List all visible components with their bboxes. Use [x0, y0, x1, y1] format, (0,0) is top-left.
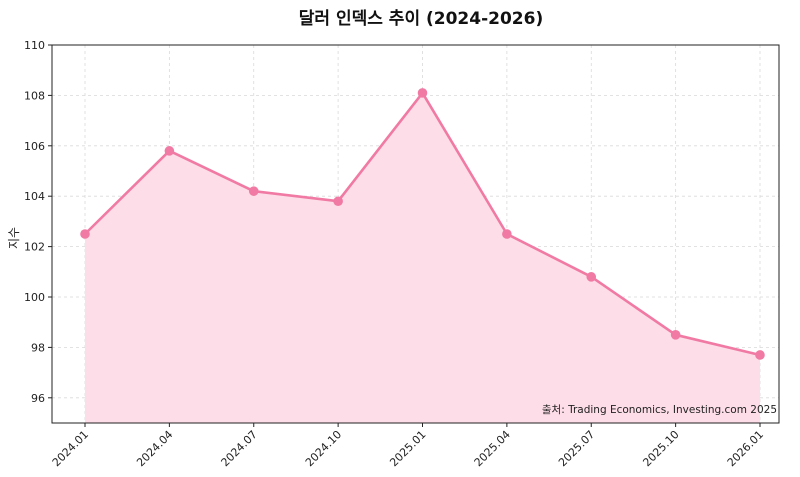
x-tick-label: 2024.10 — [303, 428, 344, 469]
x-tick-label: 2025.07 — [556, 428, 597, 469]
y-tick-label: 102 — [24, 241, 45, 254]
chart-title: 달러 인덱스 추이 (2024-2026) — [299, 8, 543, 29]
y-tick-label: 108 — [24, 89, 45, 102]
x-axis-ticks: 2024.01 2024.04 2024.07 2024.10 2025.01 2025.… — [50, 423, 766, 469]
y-tick-label: 106 — [24, 140, 45, 153]
x-tick-label: 2026.01 — [725, 428, 766, 469]
x-tick-label: 2024.04 — [134, 428, 175, 469]
data-point — [417, 88, 428, 98]
y-axis-ticks: 96 98 100 102 104 106 108 110 — [24, 39, 52, 405]
y-tick-label: 110 — [24, 39, 45, 52]
x-tick-label: 2024.07 — [219, 428, 260, 469]
y-tick-label: 104 — [24, 190, 45, 203]
x-tick-label: 2025.10 — [640, 428, 681, 469]
y-axis-label: 지수 — [7, 227, 21, 249]
y-tick-label: 96 — [31, 392, 45, 405]
data-point — [670, 330, 681, 340]
data-point — [502, 229, 512, 239]
y-tick-label: 100 — [24, 291, 45, 304]
x-tick-label: 2025.04 — [472, 428, 513, 469]
data-point — [248, 186, 259, 196]
data-point — [333, 196, 343, 207]
plot-frame — [51, 44, 780, 424]
y-tick-label: 98 — [31, 341, 45, 354]
data-points — [80, 88, 765, 360]
data-point — [755, 350, 765, 360]
source-annotation: 출처: Trading Economics, Investing.com 202… — [542, 404, 777, 416]
data-point — [164, 146, 175, 156]
data-point — [586, 272, 597, 282]
x-tick-label: 2024.01 — [50, 428, 91, 469]
data-point — [80, 229, 90, 239]
x-tick-label: 2025.01 — [387, 428, 428, 469]
area-fill — [85, 92, 760, 424]
